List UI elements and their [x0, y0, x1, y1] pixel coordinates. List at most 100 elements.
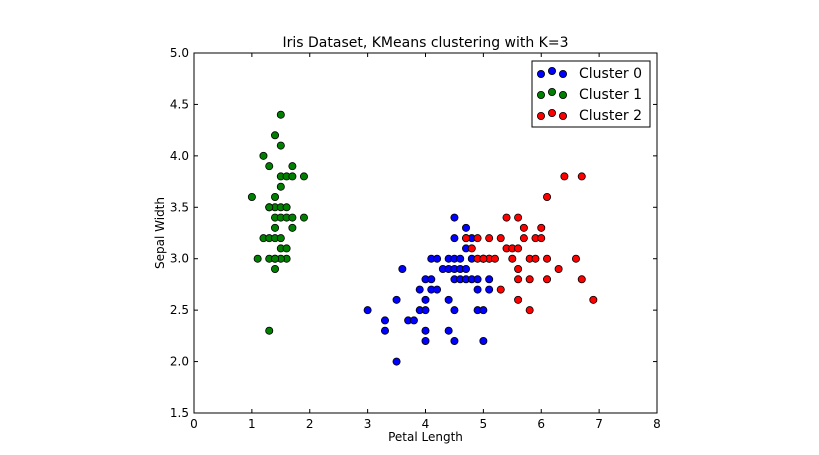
x-tick-label-7: 7 [595, 417, 603, 431]
point-cluster-0-31 [450, 336, 459, 345]
point-cluster-0-8 [415, 285, 424, 294]
point-cluster-0-29 [450, 213, 459, 222]
point-cluster-0-2 [380, 326, 389, 335]
point-cluster-1-38 [265, 203, 274, 212]
x-axis-ticks: 0 1 2 3 4 5 6 7 8 [190, 53, 661, 431]
point-cluster-2-0 [467, 244, 476, 253]
point-cluster-2-6 [490, 254, 499, 263]
point-cluster-1-7 [265, 162, 274, 171]
point-cluster-2-25 [537, 223, 546, 232]
point-cluster-0-37 [462, 264, 471, 273]
point-cluster-1-37 [271, 254, 280, 263]
point-cluster-2-24 [537, 234, 546, 243]
x-axis-label: Petal Length [388, 430, 463, 444]
point-cluster-2-29 [554, 264, 563, 273]
legend-label-cluster-1: Cluster 1 [579, 87, 642, 103]
x-tick-label-3: 3 [364, 417, 372, 431]
legend: Cluster 0 Cluster 1 Cluster 2 [531, 60, 651, 128]
point-cluster-0-32 [456, 254, 465, 263]
point-cluster-0-11 [421, 306, 430, 315]
y-tick-label-5: 4.0 [170, 149, 189, 163]
point-cluster-1-0 [247, 192, 256, 201]
point-cluster-2-28 [543, 254, 552, 263]
point-cluster-2-5 [485, 234, 494, 243]
point-cluster-1-1 [253, 254, 262, 263]
y-tick-label-7: 5.0 [170, 46, 189, 60]
point-cluster-0-45 [473, 285, 482, 294]
point-cluster-2-32 [577, 172, 586, 181]
point-cluster-1-31 [288, 213, 297, 222]
point-cluster-2-12 [508, 254, 517, 263]
point-cluster-1-15 [271, 131, 280, 140]
point-cluster-0-22 [444, 295, 453, 304]
point-cluster-0-18 [433, 285, 442, 294]
point-cluster-2-13 [514, 295, 523, 304]
point-cluster-1-24 [276, 234, 285, 243]
x-tick-label-4: 4 [422, 417, 430, 431]
y-axis-label: Sepal Width [153, 197, 167, 269]
point-cluster-0-44 [473, 275, 482, 284]
legend-marker-cluster-1-0 [537, 91, 546, 100]
point-cluster-2-9 [502, 213, 511, 222]
point-cluster-2-30 [560, 172, 569, 181]
legend-label-cluster-2: Cluster 2 [579, 108, 642, 124]
legend-marker-cluster-2-2 [559, 112, 568, 121]
point-cluster-0-1 [380, 316, 389, 325]
point-cluster-2-36 [479, 254, 488, 263]
legend-marker-cluster-0-0 [537, 70, 546, 79]
point-cluster-0-4 [392, 357, 401, 366]
point-cluster-0-46 [479, 306, 488, 315]
legend-marker-cluster-2-0 [537, 112, 546, 121]
point-cluster-1-32 [288, 162, 297, 171]
point-cluster-1-12 [271, 192, 280, 201]
y-tick-label-2: 2.5 [170, 303, 189, 317]
point-cluster-1-22 [276, 141, 285, 150]
point-cluster-0-7 [409, 316, 418, 325]
point-cluster-2-22 [531, 254, 540, 263]
point-cluster-2-20 [525, 306, 534, 315]
point-cluster-1-8 [265, 326, 274, 335]
point-cluster-2-8 [496, 234, 505, 243]
point-cluster-0-12 [421, 326, 430, 335]
y-tick-label-3: 3.0 [170, 252, 189, 266]
point-cluster-0-30 [450, 306, 459, 315]
point-cluster-1-2 [259, 151, 268, 160]
y-tick-label-0: 1.5 [170, 406, 189, 420]
point-cluster-2-2 [473, 234, 482, 243]
point-cluster-2-34 [589, 295, 598, 304]
y-axis-ticks: 1.5 2.0 2.5 3.0 3.5 4.0 4.5 5.0 [170, 46, 657, 420]
point-cluster-1-14 [271, 264, 280, 273]
legend-marker-cluster-1-2 [559, 91, 568, 100]
point-cluster-0-3 [392, 295, 401, 304]
point-cluster-0-19 [433, 254, 442, 263]
x-tick-label-1: 1 [248, 417, 256, 431]
legend-marker-cluster-0-1 [548, 67, 557, 76]
point-cluster-0-10 [421, 295, 430, 304]
point-cluster-1-29 [282, 244, 291, 253]
y-tick-label-1: 2.0 [170, 355, 189, 369]
point-cluster-1-28 [282, 203, 291, 212]
legend-marker-cluster-2-1 [548, 109, 557, 118]
point-cluster-1-20 [276, 110, 285, 119]
point-cluster-2-7 [496, 285, 505, 294]
point-cluster-1-33 [288, 223, 297, 232]
point-cluster-2-18 [519, 234, 528, 243]
point-cluster-2-33 [577, 275, 586, 284]
point-cluster-0-16 [427, 275, 436, 284]
point-cluster-0-50 [485, 285, 494, 294]
legend-marker-cluster-0-2 [559, 70, 568, 79]
legend-label-cluster-0: Cluster 0 [579, 66, 642, 82]
point-cluster-2-15 [514, 264, 523, 273]
legend-markers [537, 67, 568, 121]
point-cluster-2-19 [519, 223, 528, 232]
point-cluster-2-16 [514, 213, 523, 222]
y-tick-label-4: 3.5 [170, 200, 189, 214]
point-cluster-0-35 [462, 223, 471, 232]
x-tick-label-8: 8 [653, 417, 661, 431]
data-points [247, 110, 598, 366]
point-cluster-0-13 [421, 336, 430, 345]
x-tick-label-5: 5 [480, 417, 488, 431]
point-cluster-0-5 [398, 264, 407, 273]
legend-marker-cluster-1-1 [548, 88, 557, 97]
